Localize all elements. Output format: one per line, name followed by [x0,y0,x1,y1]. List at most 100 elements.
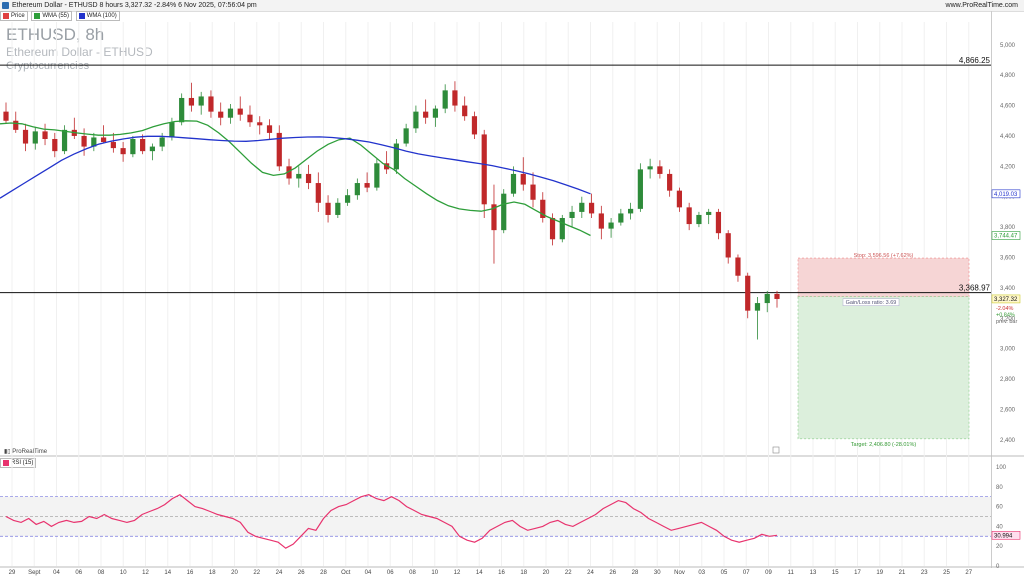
candle-body [442,90,448,109]
rsi-legend[interactable]: RSI (15) [0,458,38,468]
price-axis-border [991,11,992,568]
expand-icon [772,446,780,454]
rsi-y-tick-label: 100 [996,465,1007,471]
candle-body [13,120,19,130]
candle-body [735,257,741,276]
x-tick-label: 06 [75,570,82,576]
candle-body [32,131,38,144]
y-tick-label: 3,800 [1000,225,1016,231]
candle-body [305,173,312,184]
candle-body [130,138,136,155]
candle-body [520,173,526,185]
wma100-swatch [78,13,85,19]
x-tick-label: 20 [231,570,238,576]
legend-wma-55[interactable]: WMA (55) [31,11,73,21]
last-change-text: prev. bar [996,319,1017,325]
chart-title: Ethereum Dollar - ETHUSD 8 hours 3,327.3… [12,2,257,9]
x-tick-label: 29 [9,570,16,576]
candle-body [647,166,653,170]
candle-body [208,96,214,112]
candle-body [403,128,409,144]
source-link[interactable]: www.ProRealTime.com [945,2,1018,9]
candle-body [481,134,487,205]
candle-body [432,108,439,118]
candle-body [774,293,780,299]
y-tick-label: 4,800 [1000,73,1016,79]
candle-body [676,190,683,208]
rsi-y-tick-label: 40 [996,524,1003,530]
candle-body [61,129,68,152]
candle-body [725,233,731,258]
candle-body [764,293,770,304]
candle-body [374,163,380,188]
candle-body [745,275,751,311]
candle-body [149,146,155,152]
indicator-legend: Price WMA (55) WMA (100) [0,11,122,21]
candle-body [754,303,761,311]
candle-body [510,173,517,194]
y-tick-label: 4,400 [1000,134,1016,140]
y-tick-label: 2,800 [1000,377,1016,383]
x-tick-label: 15 [832,570,839,576]
candle-body [91,137,97,147]
y-tick-label: 4,200 [1000,164,1016,170]
candle-body [81,135,87,147]
rsi-y-tick-label: 60 [996,505,1003,511]
x-tick-label: 03 [698,570,705,576]
price-tag-label: 3,327.32 [994,297,1018,303]
x-tick-label: 09 [765,570,772,576]
x-tick-label: 10 [120,570,127,576]
candle-body [286,166,292,179]
x-tick-label: 22 [565,570,572,576]
stop-zone [797,257,970,298]
candle-body [686,207,692,225]
candle-body [315,183,321,203]
x-tick-label: 04 [53,570,60,576]
x-tick-label: 18 [520,570,527,576]
legend-wma-100[interactable]: WMA (100) [75,11,120,21]
prorealtime-watermark: ▮▯ ProRealTime [4,448,47,455]
candle-body [491,204,497,231]
x-tick-label: Nov [674,570,685,576]
x-tick-label: 12 [142,570,149,576]
candle-body [618,213,624,223]
legend-label: WMA (100) [86,13,117,19]
x-tick-label: 28 [320,570,327,576]
x-tick-label: 05 [721,570,728,576]
x-tick-label: 16 [498,570,505,576]
x-tick-label: 18 [209,570,216,576]
y-tick-label: 5,000 [1000,43,1016,49]
candle-body [354,183,360,196]
x-tick-label: 08 [409,570,416,576]
x-tick-label: 11 [788,570,795,576]
x-tick-label: 24 [276,570,283,576]
x-tick-label: 19 [876,570,883,576]
x-tick-label: 28 [632,570,639,576]
legend-price[interactable]: Price [0,11,28,21]
candle-body [569,211,575,218]
rsi-value-tag [991,530,1021,540]
instrument-header: ETHUSD, 8h Ethereum Dollar - ETHUSD Cryp… [6,26,153,72]
x-tick-label: 14 [164,570,171,576]
x-tick-label: 08 [98,570,105,576]
x-tick-label: Sept [28,570,41,576]
candle-body [247,114,253,123]
candle-body [227,108,234,118]
candle-body [715,211,722,234]
price-swatch [3,13,9,19]
rsi-y-tick-label: 80 [996,485,1003,491]
x-tick-label: 07 [743,570,750,576]
price-tag [991,189,1021,199]
candle-body [198,96,204,106]
price-tag-label: 3,744.47 [994,234,1018,240]
x-tick-label: 04 [365,570,372,576]
candle-body [276,132,282,167]
x-tick-label: 06 [387,570,394,576]
candle-body [22,129,29,144]
gain-loss-box [842,298,900,306]
candle-body [462,105,468,117]
title-bar: Ethereum Dollar - ETHUSD 8 hours 3,327.3… [0,0,1024,12]
candle-body [188,97,195,106]
candle-body [452,90,458,106]
